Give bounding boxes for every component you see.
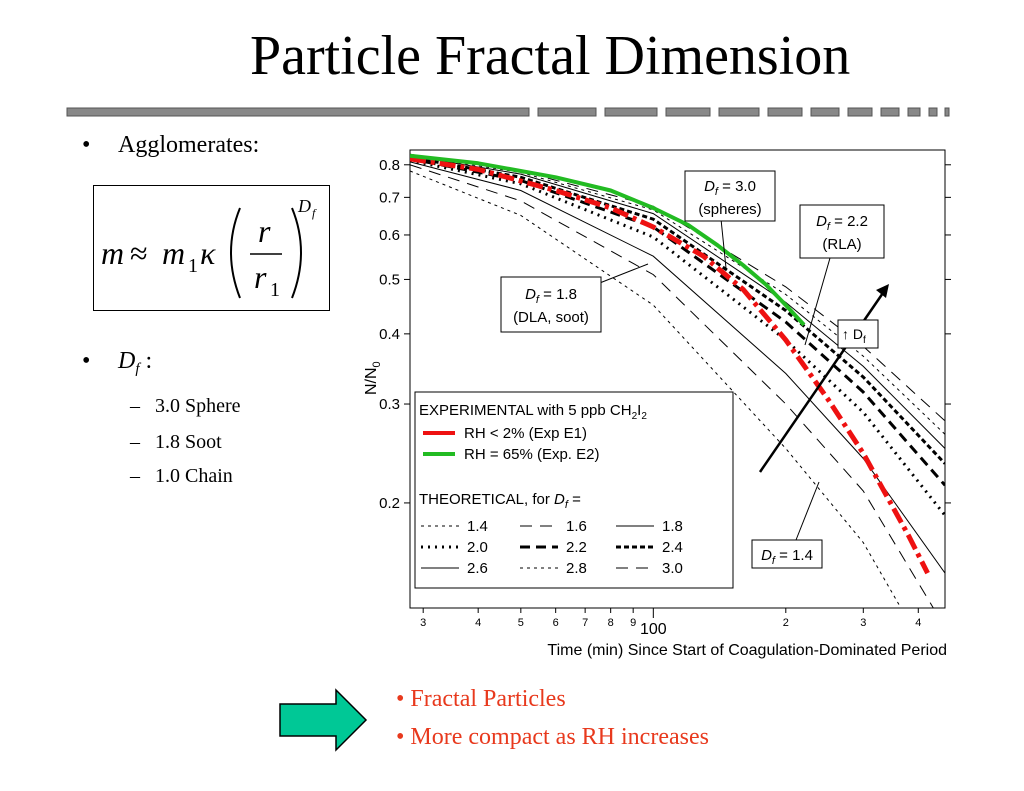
theory-line-df-1-6 — [410, 164, 934, 608]
legend-label-df-1-6: 1.6 — [566, 518, 587, 535]
formula-approx: ≈ — [130, 235, 148, 271]
chart-legend: EXPERIMENTAL with 5 ppb CH2I2 RH < 2% (E… — [414, 391, 734, 589]
formula-m1: m — [162, 235, 185, 271]
fractal-formula: m ≈ m 1 κ r r 1 D f — [93, 185, 330, 311]
bullet-marker: • — [82, 348, 91, 374]
formula-kappa: κ — [200, 235, 216, 271]
formula-denominator-sub: 1 — [270, 279, 280, 301]
df-symbol: D — [118, 348, 136, 374]
subitem-label: 3.0 Sphere — [155, 395, 241, 417]
x-tick-label: 8 — [608, 617, 614, 629]
bullet-label: Agglomerates: — [118, 132, 260, 158]
y-axis-label: N/N0 — [363, 361, 383, 395]
theory-line-df-2-4 — [410, 155, 945, 465]
df-subscript: f — [135, 361, 140, 377]
annotation-df-1-4-line1: Df = 1.4 — [761, 547, 813, 567]
x-tick-label: 4 — [915, 617, 921, 629]
formula-exponent-sub: f — [312, 206, 317, 220]
annotation-df-1-8-line1: Df = 1.8 — [525, 286, 577, 306]
fractal-decay-chart: 0.8 0.7 0.6 0.5 0.4 0.3 0.2 3 4 5 6 7 8 9 2 3 4 ↑ Df Df… — [363, 149, 951, 659]
formula-m: m — [101, 235, 124, 271]
formula-right-paren — [291, 207, 302, 299]
annotation-df-3-0 — [684, 170, 776, 222]
subitem-chain: – 1.0 Chain — [130, 465, 233, 487]
x-tick-label: 7 — [582, 617, 588, 629]
formula-left-paren — [230, 207, 241, 299]
y-tick-label: 0.4 — [379, 326, 400, 343]
formula-m1-sub: 1 — [188, 255, 198, 277]
trend-label-box — [837, 319, 879, 349]
annotation-df-1-4 — [751, 539, 823, 569]
df-suffix: : — [139, 348, 153, 374]
legend-label-df-2-4: 2.4 — [662, 539, 683, 556]
x-axis-label: Time (min) Since Start of Coagulation-Do… — [547, 642, 947, 659]
x-tick-label: 3 — [420, 617, 426, 629]
subitem-soot: – 1.8 Soot — [130, 431, 222, 453]
title-divider — [66, 107, 950, 117]
y-tick-label: 0.5 — [379, 271, 400, 288]
annotation-df-2-2-line2: (RLA) — [822, 236, 861, 253]
conclusion-fractal: • Fractal Particles — [396, 686, 566, 712]
bullet-marker: • — [82, 132, 91, 158]
formula-exponent: D — [297, 196, 311, 216]
annotation-df-1-8 — [500, 276, 602, 333]
y-tick-label: 0.6 — [379, 227, 400, 244]
right-arrow-icon — [279, 688, 368, 752]
annotation-df-1-8-line2: (DLA, soot) — [513, 309, 589, 326]
legend-label-df-2-8: 2.8 — [566, 560, 587, 577]
legend-label-df-2-6: 2.6 — [467, 560, 488, 577]
slide-title: Particle Fractal Dimension — [250, 25, 851, 87]
y-tick-label: 0.8 — [379, 157, 400, 174]
x-tick-label: 4 — [475, 617, 481, 629]
trend-arrowhead — [876, 284, 889, 298]
annotation-leader-2-2 — [804, 257, 831, 346]
experimental-line-2 — [410, 153, 806, 327]
annotation-df-2-2-line1: Df = 2.2 — [816, 213, 868, 233]
y-tick-label: 0.3 — [379, 396, 400, 413]
theory-line-df-2-6 — [410, 155, 945, 449]
legend-label-df-1-8: 1.8 — [662, 518, 683, 535]
formula-denominator: r — [254, 259, 267, 295]
annotation-df-3-0-line2: (spheres) — [698, 201, 761, 218]
x-tick-label: 3 — [860, 617, 866, 629]
x-tick-label: 5 — [518, 617, 524, 629]
subitem-label: 1.8 Soot — [155, 431, 222, 453]
x-tick-label: 2 — [783, 617, 789, 629]
legend-label-df-2-0: 2.0 — [467, 539, 488, 556]
y-tick-label: 0.2 — [379, 495, 400, 512]
experimental-line-1 — [410, 156, 930, 575]
annotation-leader-3-0 — [720, 218, 727, 269]
annotation-df-2-2 — [799, 204, 885, 259]
legend-experimental-title: EXPERIMENTAL with 5 ppb CH2I2 — [419, 402, 647, 422]
annotation-leader-1-4 — [795, 481, 820, 541]
subitem-label: 1.0 Chain — [155, 465, 233, 487]
x-tick-label: 6 — [553, 617, 559, 629]
x-tick-label: 9 — [630, 617, 636, 629]
legend-label-df-2-2: 2.2 — [566, 539, 587, 556]
legend-theoretical-title: THEORETICAL, for Df = — [419, 491, 581, 511]
formula-numerator: r — [258, 213, 271, 249]
legend-label-exp-e2: RH = 65% (Exp. E2) — [464, 446, 599, 463]
theory-line-df-1-4 — [410, 170, 902, 608]
legend-box — [414, 391, 734, 589]
subitem-sphere: – 3.0 Sphere — [130, 395, 241, 417]
legend-label-df-3-0: 3.0 — [662, 560, 683, 577]
annotation-df-3-0-line1: Df = 3.0 — [704, 178, 756, 198]
y-tick-label: 0.7 — [379, 189, 400, 206]
trend-label: ↑ Df — [842, 326, 866, 346]
conclusion-arrow — [279, 688, 368, 752]
legend-label-df-1-4: 1.4 — [467, 518, 488, 535]
conclusion-compact: • More compact as RH increases — [396, 724, 709, 750]
bullet-agglomerates: • Agglomerates: — [82, 132, 259, 159]
x-major-tick-label: 100 — [640, 621, 667, 638]
bullet-df: • Df : — [82, 348, 152, 378]
legend-label-exp-e1: RH < 2% (Exp E1) — [464, 425, 587, 442]
